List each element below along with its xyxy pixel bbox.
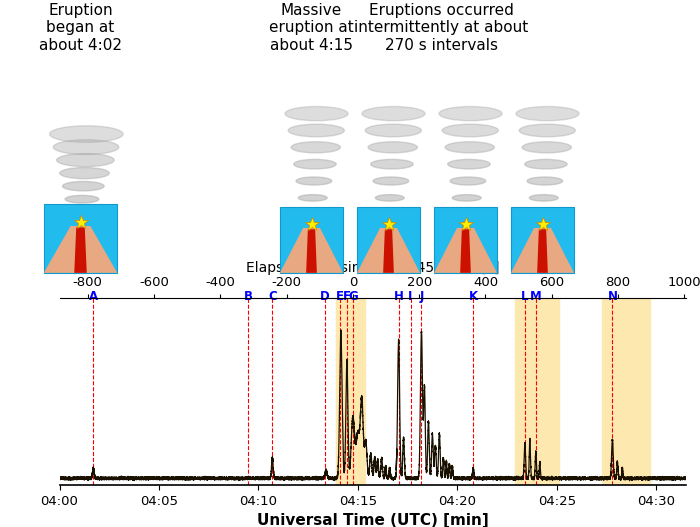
Ellipse shape — [529, 194, 558, 201]
Ellipse shape — [516, 106, 579, 121]
Polygon shape — [306, 229, 317, 273]
Text: Eruptions occurred
intermittently at about
270 s intervals: Eruptions occurred intermittently at abo… — [354, 3, 528, 53]
Ellipse shape — [373, 177, 409, 185]
Bar — [434, 207, 497, 273]
Ellipse shape — [371, 159, 413, 169]
Ellipse shape — [300, 212, 323, 217]
Ellipse shape — [62, 181, 104, 191]
Ellipse shape — [531, 212, 554, 217]
Text: Eruption
began at
about 4:02: Eruption began at about 4:02 — [39, 3, 122, 53]
Polygon shape — [383, 229, 394, 273]
Ellipse shape — [365, 124, 421, 137]
Polygon shape — [537, 229, 548, 273]
Ellipse shape — [450, 177, 486, 185]
Text: E: E — [336, 290, 344, 304]
Ellipse shape — [68, 209, 93, 215]
Text: H: H — [393, 290, 403, 304]
Ellipse shape — [454, 212, 477, 217]
Polygon shape — [460, 229, 471, 273]
Ellipse shape — [50, 126, 123, 142]
Polygon shape — [43, 226, 118, 273]
Ellipse shape — [288, 124, 344, 137]
Ellipse shape — [291, 142, 340, 153]
Text: D: D — [320, 290, 330, 304]
Text: N: N — [608, 290, 617, 304]
Ellipse shape — [448, 159, 490, 169]
Ellipse shape — [519, 124, 575, 137]
Ellipse shape — [57, 153, 114, 167]
Text: J: J — [419, 290, 424, 304]
Polygon shape — [74, 227, 87, 273]
Bar — [511, 207, 574, 273]
Text: C: C — [268, 290, 277, 304]
Ellipse shape — [375, 194, 404, 201]
Ellipse shape — [445, 142, 494, 153]
Ellipse shape — [60, 168, 109, 179]
X-axis label: Universal Time (UTC) [min]: Universal Time (UTC) [min] — [257, 513, 489, 527]
Polygon shape — [280, 228, 343, 273]
Text: F: F — [343, 290, 351, 304]
Bar — [336, 298, 365, 485]
Ellipse shape — [525, 159, 567, 169]
Bar — [43, 204, 117, 273]
X-axis label: Elapsed time since 4:14:45 (UTC) [s]: Elapsed time since 4:14:45 (UTC) [s] — [246, 260, 500, 275]
Ellipse shape — [53, 140, 119, 154]
Ellipse shape — [377, 212, 400, 217]
Ellipse shape — [442, 124, 498, 137]
Polygon shape — [434, 228, 497, 273]
Ellipse shape — [298, 194, 327, 201]
Text: K: K — [468, 290, 478, 304]
Bar — [357, 207, 420, 273]
Ellipse shape — [368, 142, 417, 153]
Bar — [603, 298, 650, 485]
Ellipse shape — [439, 106, 502, 121]
Text: L: L — [521, 290, 528, 304]
Ellipse shape — [522, 142, 571, 153]
Ellipse shape — [362, 106, 425, 121]
Text: G: G — [348, 290, 358, 304]
Text: B: B — [244, 290, 253, 304]
Ellipse shape — [527, 177, 563, 185]
Text: Massive
eruption at
about 4:15: Massive eruption at about 4:15 — [269, 3, 354, 53]
Bar — [280, 207, 343, 273]
Polygon shape — [511, 228, 574, 273]
Text: M: M — [530, 290, 542, 304]
Bar — [515, 298, 559, 485]
Polygon shape — [357, 228, 420, 273]
Text: I: I — [408, 290, 413, 304]
Ellipse shape — [452, 194, 481, 201]
Ellipse shape — [296, 177, 332, 185]
Ellipse shape — [65, 196, 99, 203]
Ellipse shape — [294, 159, 336, 169]
Text: A: A — [89, 290, 98, 304]
Ellipse shape — [285, 106, 348, 121]
